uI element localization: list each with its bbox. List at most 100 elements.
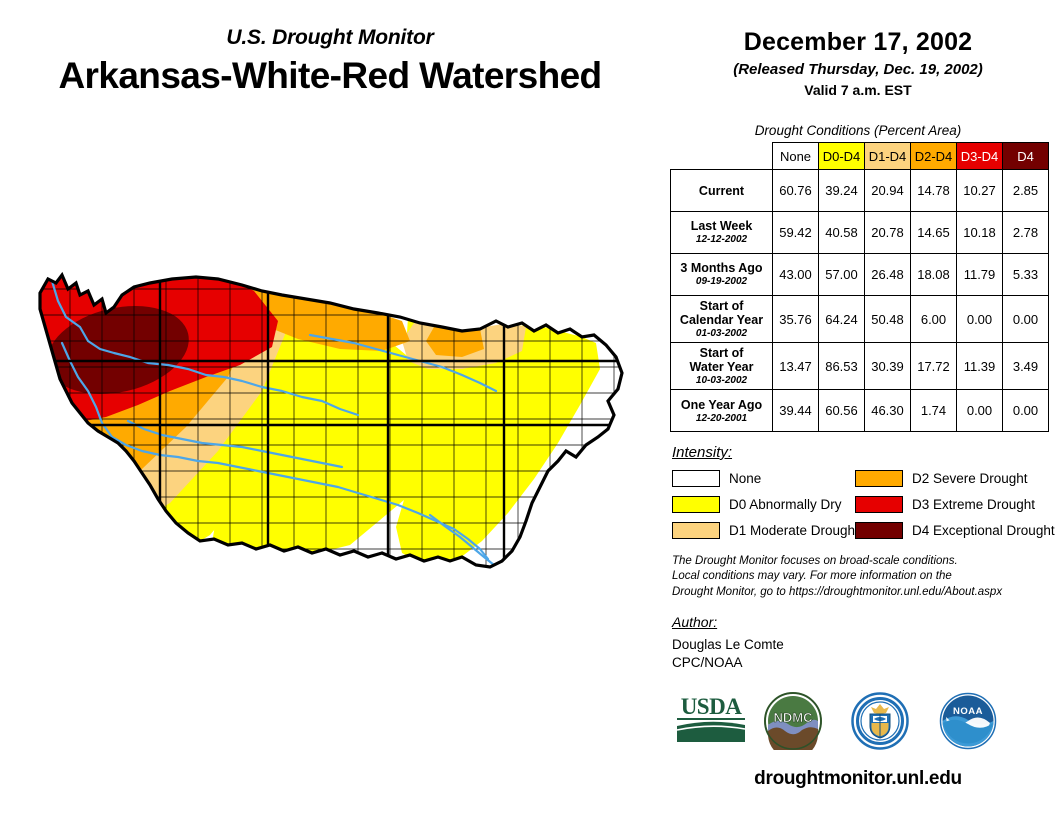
table-row: 3 Months Ago 09-19-2002 43.00 57.00 26.48 18.…	[670, 253, 1049, 296]
row-label-date: 09-19-2002	[695, 276, 748, 288]
table-row: Start of Calendar Year 01-03-2002 35.76 64.2…	[670, 294, 1049, 344]
legend-item: D0 Abnormally Dry	[672, 492, 859, 516]
row-label-title: Last Week	[690, 219, 753, 234]
cell-none: 60.76	[772, 169, 819, 212]
cell-d4: 2.78	[1002, 211, 1049, 254]
row-label-date: 12-12-2002	[695, 234, 748, 246]
legend-label: D3 Extreme Drought	[912, 496, 1036, 512]
table-body: Current 60.76 39.24 20.94 14.78 10.27 2.85 Last…	[670, 169, 1049, 433]
cell-none: 59.42	[772, 211, 819, 254]
cell-d1-d4: 26.48	[864, 253, 911, 296]
drought-conditions-table: None D0-D4 D1-D4 D2-D4 D3-D4 D4 Current 6…	[670, 142, 1049, 433]
row-label-title: 3 Months Ago	[680, 261, 763, 276]
cell-d0-d4: 64.24	[818, 294, 865, 344]
cell-d3-d4: 0.00	[956, 294, 1003, 344]
column-header-d4: D4	[1002, 142, 1049, 170]
cell-d4: 5.33	[1002, 253, 1049, 296]
date-block: December 17, 2002 (Released Thursday, De…	[660, 28, 1056, 98]
row-label-title: Current	[698, 183, 745, 198]
author-heading: Author:	[672, 614, 718, 630]
cell-d0-d4: 86.53	[818, 342, 865, 391]
cell-d2-d4: 6.00	[910, 294, 957, 344]
column-header-d2-d4: D2-D4	[910, 142, 957, 170]
column-header-d3-d4: D3-D4	[956, 142, 1003, 170]
cell-d3-d4: 10.27	[956, 169, 1003, 212]
svg-text:USDA: USDA	[681, 694, 743, 719]
cell-d4: 0.00	[1002, 389, 1049, 433]
author-block: Douglas Le Comte CPC/NOAA	[672, 636, 784, 672]
cell-d4: 0.00	[1002, 294, 1049, 344]
legend-swatch-icon	[855, 521, 903, 539]
column-header-d0-d4: D0-D4	[818, 142, 865, 170]
doc-seal-logo	[851, 692, 909, 750]
cell-d2-d4: 18.08	[910, 253, 957, 296]
legend-item: D3 Extreme Drought	[855, 492, 1055, 516]
cell-d0-d4: 60.56	[818, 389, 865, 433]
cell-d1-d4: 46.30	[864, 389, 911, 433]
cell-d1-d4: 30.39	[864, 342, 911, 391]
disclaimer-text: The Drought Monitor focuses on broad-sca…	[672, 554, 1047, 600]
cell-d4: 3.49	[1002, 342, 1049, 391]
watershed-outline	[38, 271, 624, 569]
d2-area-east-core	[426, 327, 484, 357]
cell-d2-d4: 14.78	[910, 169, 957, 212]
release-date: (Released Thursday, Dec. 19, 2002)	[733, 61, 983, 78]
row-label: One Year Ago 12-20-2001	[670, 389, 773, 433]
legend-swatch-icon	[672, 469, 720, 487]
cell-d3-d4: 10.18	[956, 211, 1003, 254]
legend-label: D1 Moderate Drought	[729, 522, 859, 538]
cell-d0-d4: 39.24	[818, 169, 865, 212]
table-corner-cell	[671, 143, 773, 170]
region-title: Arkansas-White-Red Watershed	[58, 55, 602, 96]
cell-none: 13.47	[772, 342, 819, 391]
cell-d3-d4: 11.79	[956, 253, 1003, 296]
d0-area-east	[396, 317, 600, 565]
map-drought-layer	[40, 275, 600, 565]
row-label: Last Week 12-12-2002	[670, 211, 773, 254]
row-label-date: 12-20-2001	[695, 412, 748, 424]
row-label-date: 10-03-2002	[695, 375, 748, 387]
row-label-title: One Year Ago	[680, 397, 763, 412]
usda-logo: USDA	[673, 692, 749, 750]
logo-row: USDA NDMC NOAA	[660, 692, 1056, 754]
svg-text:NOAA: NOAA	[953, 706, 983, 717]
row-label: Start of Calendar Year 01-03-2002	[670, 294, 773, 344]
table-caption: Drought Conditions (Percent Area)	[754, 123, 962, 138]
cell-d4: 2.85	[1002, 169, 1049, 212]
disclaimer-line-3: Drought Monitor, go to https://droughtmo…	[672, 585, 1003, 598]
legend-swatch-icon	[855, 469, 903, 487]
table-header-row: None D0-D4 D1-D4 D2-D4 D3-D4 D4	[671, 142, 1049, 170]
cell-d2-d4: 17.72	[910, 342, 957, 391]
legend-item: D4 Exceptional Drought	[855, 518, 1055, 542]
disclaimer-line-1: The Drought Monitor focuses on broad-sca…	[672, 555, 958, 567]
svg-text:NDMC: NDMC	[774, 710, 814, 725]
site-url: droughtmonitor.unl.edu	[754, 768, 962, 789]
d4-area-core	[47, 305, 189, 395]
cell-d3-d4: 11.39	[956, 342, 1003, 391]
row-label: Start of Water Year 10-03-2002	[670, 342, 773, 391]
legend-swatch-icon	[672, 495, 720, 513]
column-header-d1-d4: D1-D4	[864, 142, 911, 170]
legend-label: D0 Abnormally Dry	[729, 496, 842, 512]
cell-d0-d4: 40.58	[818, 211, 865, 254]
legend-label: None	[729, 470, 762, 486]
cell-d3-d4: 0.00	[956, 389, 1003, 433]
drought-map	[10, 265, 650, 665]
row-label-date: 01-03-2002	[695, 328, 748, 339]
map-svg	[38, 271, 624, 569]
legend-column-right: D2 Severe Drought D3 Extreme Drought D4 Ex…	[855, 466, 1055, 544]
legend-item: D2 Severe Drought	[855, 466, 1055, 490]
valid-date: December 17, 2002	[743, 28, 973, 56]
author-name: Douglas Le Comte	[672, 637, 784, 652]
cell-none: 43.00	[772, 253, 819, 296]
cell-d0-d4: 57.00	[818, 253, 865, 296]
noaa-logo: NOAA	[939, 692, 997, 750]
cell-none: 35.76	[772, 294, 819, 344]
row-label-title: Start of Calendar Year	[679, 299, 764, 327]
cell-d2-d4: 14.65	[910, 211, 957, 254]
legend-swatch-icon	[855, 495, 903, 513]
legend-item: D1 Moderate Drought	[672, 518, 859, 542]
cell-d2-d4: 1.74	[910, 389, 957, 433]
valid-time: Valid 7 a.m. EST	[804, 82, 912, 98]
disclaimer-line-2: Local conditions may vary. For more info…	[672, 570, 952, 583]
